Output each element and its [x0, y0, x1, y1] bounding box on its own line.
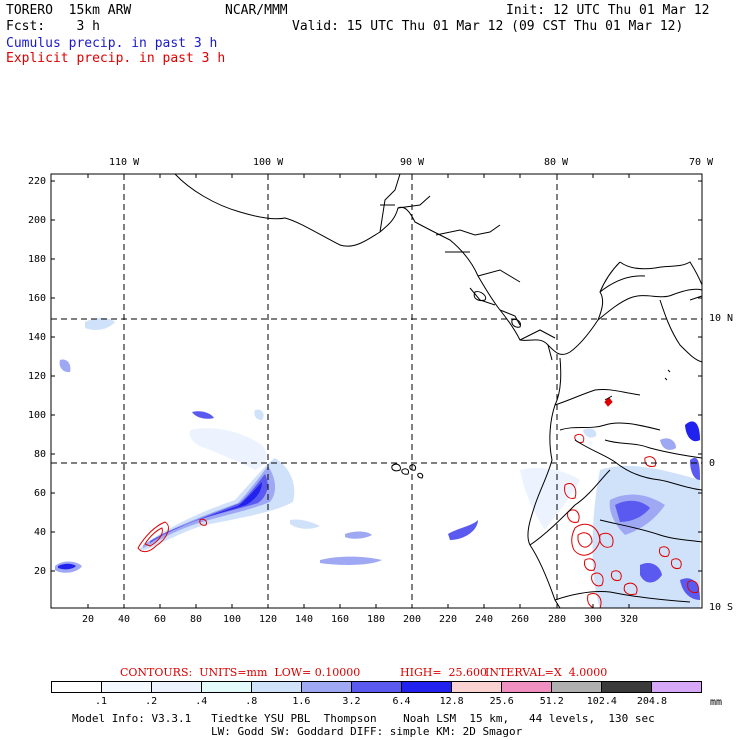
- y-tick-label: 220: [27, 176, 46, 187]
- lat-label-10s: 10 S: [709, 602, 734, 613]
- colorbar-level-label: 204.8: [636, 696, 667, 707]
- y-tick-label: 180: [27, 254, 46, 265]
- colorbar-segment: [352, 682, 402, 692]
- x-tick-label: 320: [619, 614, 639, 625]
- physics-info: LW: Godd SW: Goddard DIFF: simple KM: 2D…: [211, 725, 523, 738]
- contour-interval: INTERVAL=X 4.0000: [485, 666, 608, 679]
- lon-label-100w: 100 W: [253, 157, 284, 168]
- latlon-grid: [51, 174, 702, 608]
- colorbar-level-label: 102.4: [586, 696, 617, 707]
- y-tick-label: 120: [27, 371, 46, 382]
- init-time: Init: 12 UTC Thu 01 Mar 12: [506, 3, 710, 18]
- explicit-precip-contours: [137, 397, 699, 608]
- colorbar-level-label: .8: [245, 696, 258, 707]
- lon-label-70w: 70 W: [689, 157, 714, 168]
- coastlines: [174, 174, 702, 608]
- colorbar-labels: .1 .2 .4 .8 1.6 3.2 6.4 12.8 25.6 51.2 102.4 204.8: [51, 696, 702, 708]
- colorbar-segment: [152, 682, 202, 692]
- x-tick-label: 140: [294, 614, 314, 625]
- x-tick-label: 280: [547, 614, 567, 625]
- lon-label-90w: 90 W: [400, 157, 425, 168]
- colorbar-level-label: .1: [95, 696, 108, 707]
- model-info: Model Info: V3.3.1 Tiedtke YSU PBL Thomp…: [72, 712, 655, 725]
- model-title: TORERO 15km ARW: [6, 3, 132, 18]
- x-tick-label: 240: [474, 614, 494, 625]
- colorbar-level-label: 6.4: [392, 696, 411, 707]
- colorbar-segment: [652, 682, 701, 692]
- colorbar-segment: [552, 682, 602, 692]
- colorbar-unit: mm: [710, 697, 723, 708]
- colorbar-segment: [452, 682, 502, 692]
- y-tick-label: 60: [33, 488, 46, 499]
- x-tick-label: 160: [330, 614, 350, 625]
- y-tick-label: 100: [27, 410, 46, 421]
- x-tick-label: 260: [510, 614, 530, 625]
- x-tick-label: 40: [117, 614, 131, 625]
- lon-label-110w: 110 W: [109, 157, 140, 168]
- x-tick-label: 20: [81, 614, 95, 625]
- colorbar-level-label: 1.6: [292, 696, 311, 707]
- forecast-hour: Fcst: 3 h: [6, 19, 100, 34]
- x-tick-label: 100: [222, 614, 242, 625]
- colorbar-segment: [202, 682, 252, 692]
- field-label-cumulus: Cumulus precip. in past 3 h: [6, 36, 218, 51]
- axis-ticks: [51, 174, 702, 608]
- colorbar-segment: [502, 682, 552, 692]
- organization-label: NCAR/MMM: [225, 3, 288, 18]
- colorbar-segment: [52, 682, 102, 692]
- x-tick-label: 120: [258, 614, 278, 625]
- y-tick-label: 200: [27, 215, 46, 226]
- colorbar-level-label: 25.6: [489, 696, 514, 707]
- lon-label-80w: 80 W: [544, 157, 569, 168]
- x-tick-label: 60: [153, 614, 167, 625]
- x-tick-label: 220: [438, 614, 458, 625]
- y-tick-label: 140: [27, 332, 46, 343]
- contour-units: CONTOURS: UNITS=mm LOW= 0.10000: [120, 666, 361, 679]
- lat-label-10n: 10 N: [709, 313, 734, 324]
- colorbar-level-label: 12.8: [439, 696, 464, 707]
- lat-label-0: 0: [709, 458, 716, 469]
- colorbar-level-label: 3.2: [342, 696, 361, 707]
- x-tick-label: 80: [189, 614, 203, 625]
- colorbar-segment: [252, 682, 302, 692]
- colorbar-segment: [402, 682, 452, 692]
- y-tick-label: 80: [33, 449, 46, 460]
- y-tick-label: 160: [27, 293, 46, 304]
- colorbar-level-label: .4: [195, 696, 208, 707]
- x-tick-label: 300: [583, 614, 603, 625]
- colorbar-level-label: 51.2: [539, 696, 564, 707]
- x-tick-label: 180: [366, 614, 386, 625]
- colorbar-segment: [302, 682, 352, 692]
- y-tick-label: 20: [33, 566, 46, 577]
- contour-high: HIGH= 25.600: [400, 666, 488, 679]
- colorbar-segment: [102, 682, 152, 692]
- y-tick-label: 40: [33, 527, 46, 538]
- colorbar-segment: [602, 682, 652, 692]
- colorbar: [51, 681, 702, 693]
- x-tick-label: 200: [402, 614, 422, 625]
- colorbar-level-label: .2: [145, 696, 158, 707]
- field-label-explicit: Explicit precip. in past 3 h: [6, 51, 226, 66]
- valid-time: Valid: 15 UTC Thu 01 Mar 12 (09 CST Thu …: [292, 19, 684, 34]
